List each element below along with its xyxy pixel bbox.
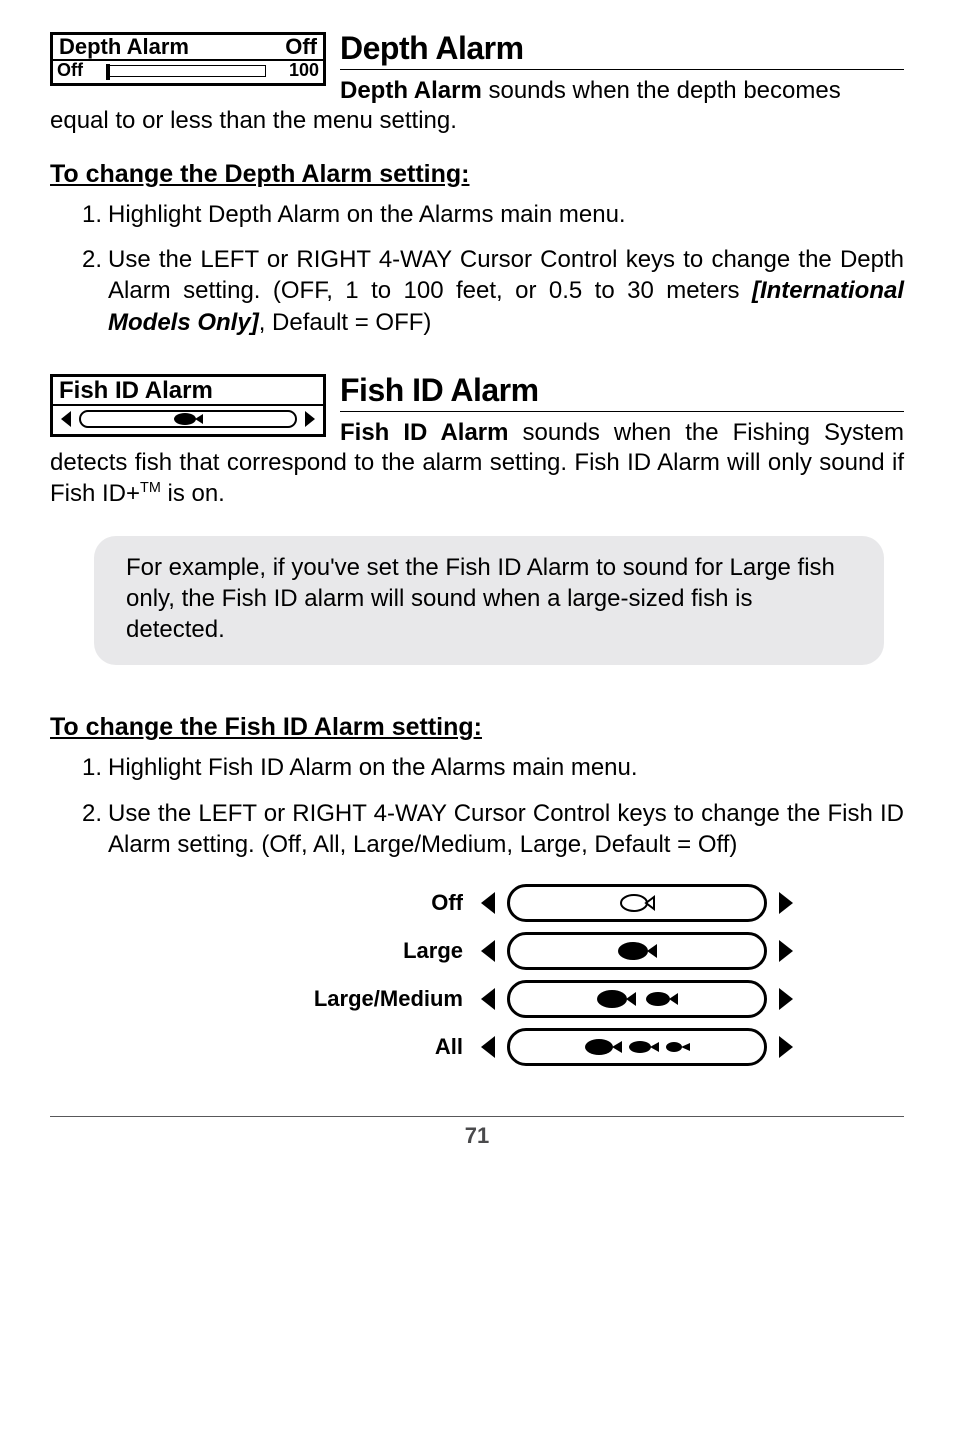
menu-title: Depth Alarm — [59, 35, 189, 59]
left-arrow-icon — [59, 409, 73, 429]
menu-value: Off — [285, 35, 317, 59]
fish-option-all: All — [309, 1028, 797, 1066]
menu-min-label: Off — [57, 61, 83, 81]
example-callout: For example, if you've set the Fish ID A… — [94, 536, 884, 666]
step-1: Highlight Depth Alarm on the Alarms main… — [82, 199, 904, 230]
fish-id-alarm-section: Fish ID Alarm Fish ID Alarm Fish ID Alar… — [50, 372, 904, 1066]
fish-medium-icon — [627, 1037, 661, 1057]
right-arrow-icon — [775, 1032, 797, 1062]
fish-lead-rest-b: is on. — [161, 480, 225, 507]
left-arrow-icon — [477, 984, 499, 1014]
fish-large-icon — [594, 986, 638, 1012]
fish-id-steps: Highlight Fish ID Alarm on the Alarms ma… — [82, 752, 904, 860]
fish-id-menu-box: Fish ID Alarm — [50, 374, 326, 438]
lead-bold: Depth Alarm — [340, 77, 482, 104]
depth-slider-thumb — [106, 64, 110, 80]
tm-mark: TM — [140, 480, 161, 496]
option-bar-off — [507, 884, 767, 922]
footer-rule — [50, 1116, 904, 1117]
fish-small-icon — [664, 1039, 692, 1055]
fish-large-icon — [615, 938, 659, 964]
fish-lead-bold: Fish ID Alarm — [340, 419, 508, 446]
right-arrow-icon — [303, 409, 317, 429]
fish-step-1: Highlight Fish ID Alarm on the Alarms ma… — [82, 752, 904, 783]
right-arrow-icon — [775, 888, 797, 918]
option-bar-all — [507, 1028, 767, 1066]
menu-max-label: 100 — [289, 61, 319, 81]
fish-step-2: Use the LEFT or RIGHT 4-WAY Cursor Contr… — [82, 798, 904, 860]
fish-option-large-medium: Large/Medium — [309, 980, 797, 1018]
fish-outline-icon — [618, 891, 656, 915]
option-label-large-medium: Large/Medium — [309, 986, 469, 1012]
option-label-off: Off — [309, 890, 469, 916]
fish-menu-title: Fish ID Alarm — [53, 377, 323, 407]
left-arrow-icon — [477, 888, 499, 918]
fish-icon — [171, 412, 205, 426]
step-2: Use the LEFT or RIGHT 4-WAY Cursor Contr… — [82, 244, 904, 338]
fish-large-icon — [582, 1035, 624, 1059]
page-number: 71 — [50, 1123, 904, 1149]
option-label-all: All — [309, 1034, 469, 1060]
depth-alarm-section: Depth Alarm Off Off 100 Depth Alarm Dept… — [50, 30, 904, 338]
right-arrow-icon — [775, 984, 797, 1014]
fish-medium-icon — [644, 988, 680, 1010]
fish-id-subhead: To change the Fish ID Alarm setting: — [50, 713, 904, 742]
heading-rule-2 — [340, 411, 904, 412]
step2-b: , Default = OFF) — [259, 309, 432, 336]
option-label-large: Large — [309, 938, 469, 964]
depth-alarm-steps: Highlight Depth Alarm on the Alarms main… — [82, 199, 904, 338]
option-bar-large-medium — [507, 980, 767, 1018]
right-arrow-icon — [775, 936, 797, 966]
depth-slider-track — [106, 65, 266, 77]
option-bar-large — [507, 932, 767, 970]
fish-menu-slider — [79, 410, 297, 428]
left-arrow-icon — [477, 1032, 499, 1062]
fish-option-large: Large — [309, 932, 797, 970]
left-arrow-icon — [477, 936, 499, 966]
heading-rule — [340, 69, 904, 70]
depth-alarm-menu-box: Depth Alarm Off Off 100 — [50, 32, 326, 86]
fish-options-list: Off Large Large/Medi — [157, 884, 797, 1066]
depth-alarm-subhead: To change the Depth Alarm setting: — [50, 160, 904, 189]
fish-option-off: Off — [309, 884, 797, 922]
